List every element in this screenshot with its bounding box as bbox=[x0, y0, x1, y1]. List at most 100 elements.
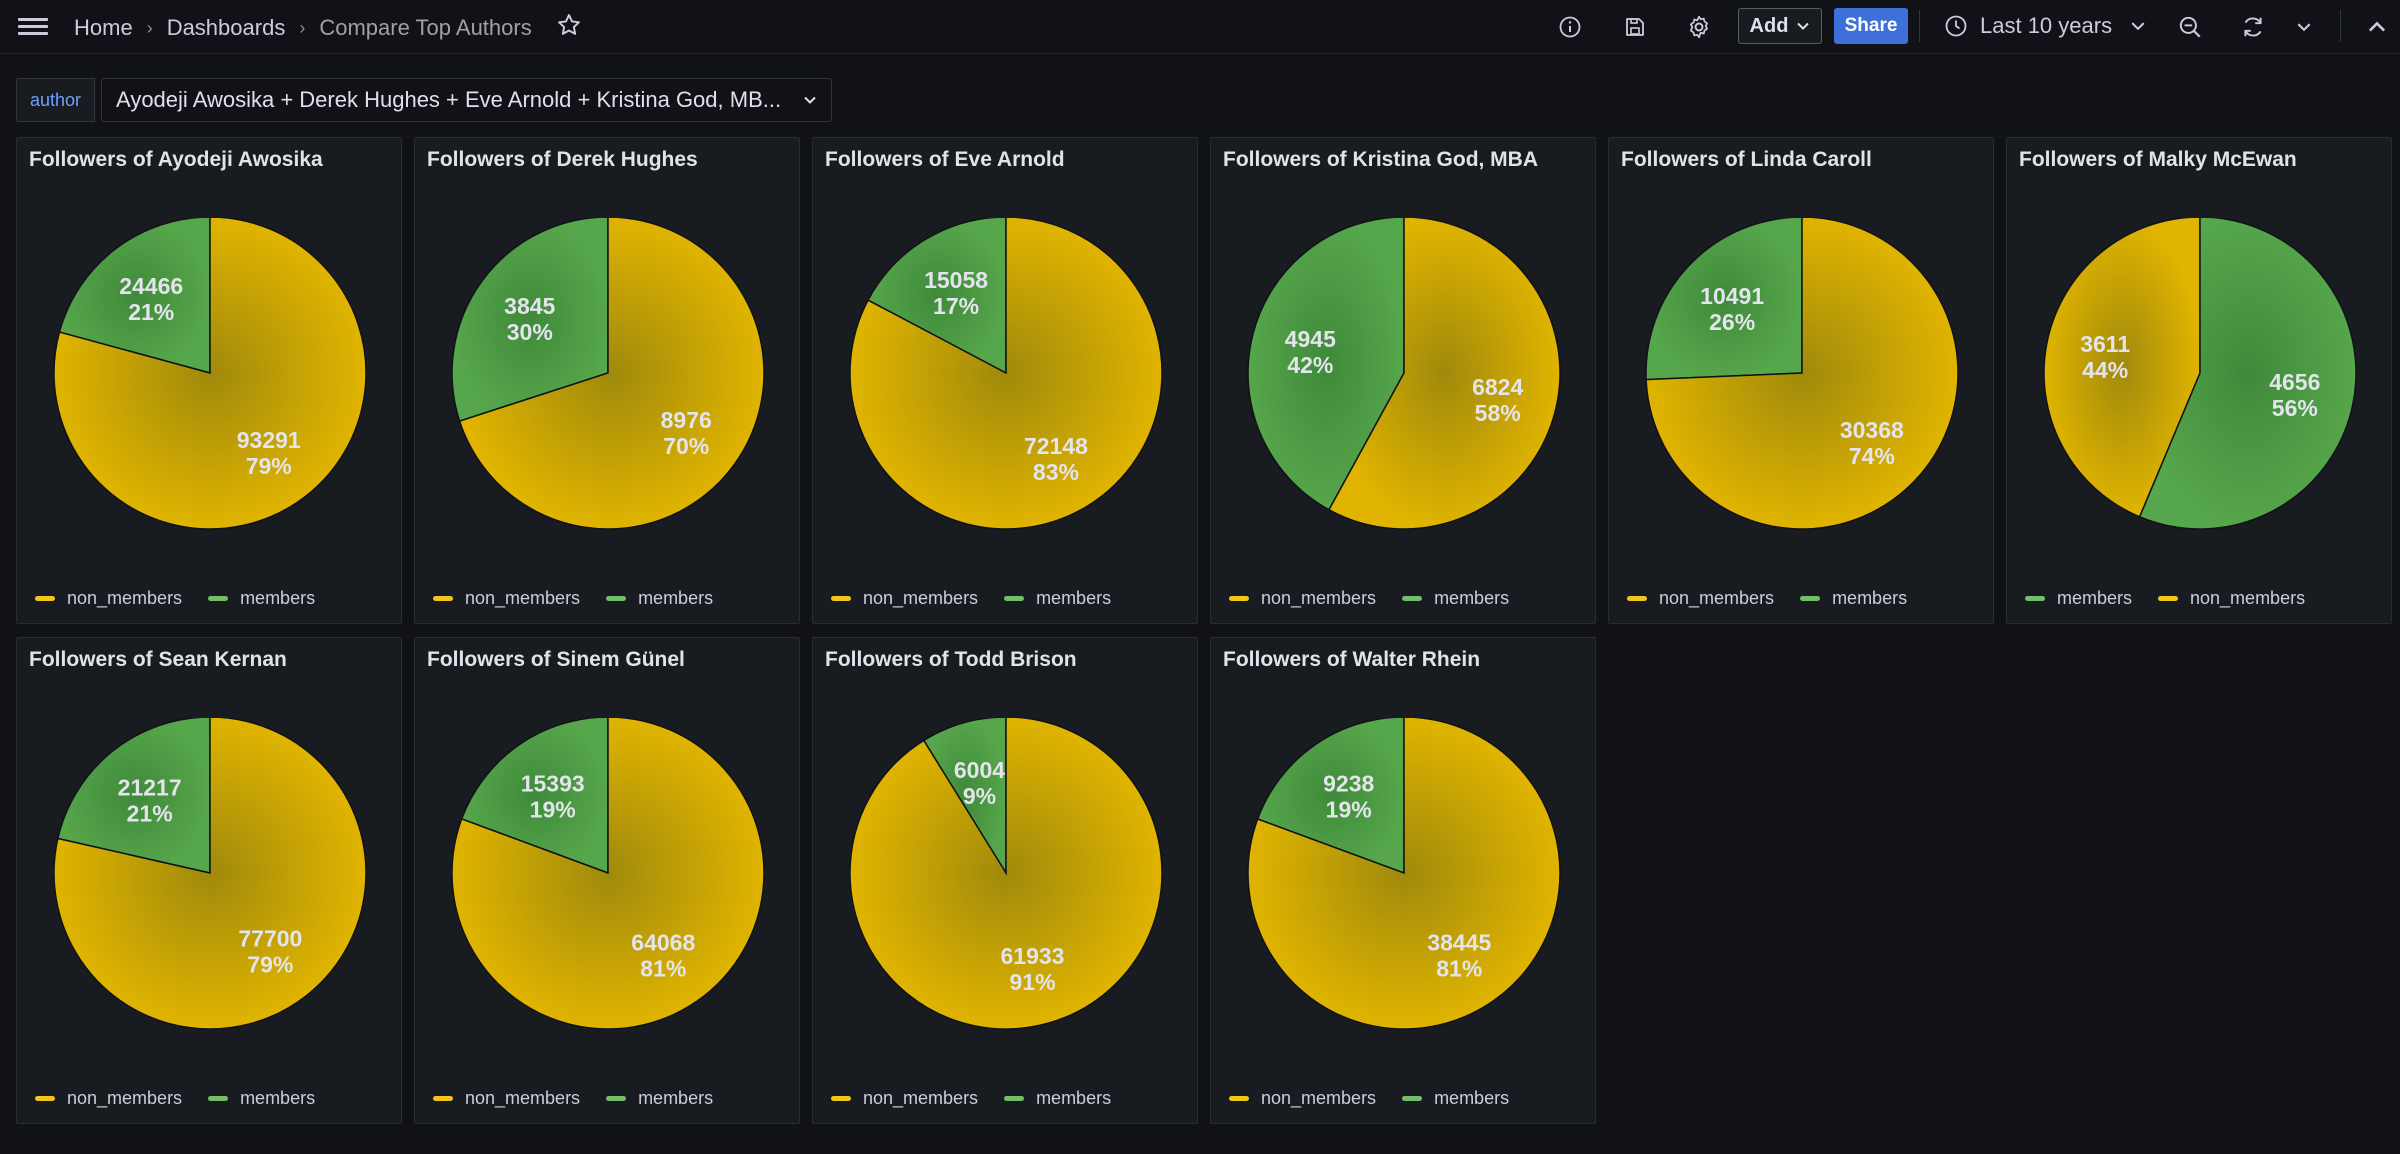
pie-panel[interactable]: Followers of Todd Brison 6004 9% 61933 91% no… bbox=[812, 637, 1198, 1124]
pie-slice-members[interactable] bbox=[460, 718, 609, 875]
panel-title: Followers of Todd Brison bbox=[825, 648, 1077, 671]
zoom-out-icon[interactable] bbox=[2175, 12, 2205, 42]
share-button[interactable]: Share bbox=[1834, 8, 1908, 44]
legend-item-members[interactable]: members bbox=[208, 1088, 315, 1109]
legend-label: non_members bbox=[1261, 588, 1377, 608]
legend-label: non_members bbox=[465, 588, 581, 608]
legend-item-non_members[interactable]: non_members bbox=[433, 1088, 580, 1109]
pie-slice-non_members[interactable] bbox=[53, 718, 367, 1030]
pie-slice-members[interactable] bbox=[922, 718, 1007, 876]
breadcrumb-home[interactable]: Home bbox=[74, 15, 133, 40]
panel-title: Followers of Derek Hughes bbox=[427, 148, 698, 171]
slice-percent-label: 21% bbox=[128, 299, 174, 325]
pie-panel[interactable]: Followers of Eve Arnold 15058 17% 72148 83% n… bbox=[812, 137, 1198, 624]
pie-slice-members[interactable] bbox=[451, 218, 609, 423]
chevron-down-icon bbox=[1797, 22, 1810, 30]
save-icon[interactable] bbox=[1620, 12, 1650, 42]
author-variable-select[interactable]: Ayodeji Awosika + Derek Hughes + Eve Arn… bbox=[101, 78, 833, 122]
add-button-label: Add bbox=[1749, 14, 1789, 37]
legend-item-non_members[interactable]: non_members bbox=[1229, 588, 1376, 609]
legend-item-members[interactable]: members bbox=[1004, 588, 1111, 609]
panel-title: Followers of Malky McEwan bbox=[2019, 148, 2297, 171]
slice-percent-label: 19% bbox=[1326, 797, 1372, 823]
pie-slice-members[interactable] bbox=[1247, 218, 1405, 511]
legend-item-members[interactable]: members bbox=[1800, 588, 1907, 609]
refresh-icon[interactable] bbox=[2238, 12, 2268, 42]
pie-slice-non_members[interactable] bbox=[849, 718, 1163, 1030]
pie-slice-members[interactable] bbox=[1256, 718, 1405, 875]
refresh-interval-chevron-icon[interactable] bbox=[2289, 12, 2319, 42]
legend-item-members[interactable]: members bbox=[1004, 1088, 1111, 1109]
chevron-up-icon[interactable] bbox=[2362, 12, 2392, 42]
legend-item-non_members[interactable]: non_members bbox=[1627, 588, 1774, 609]
slice-value-label: 72148 bbox=[1024, 433, 1088, 459]
pie-slice-non_members[interactable] bbox=[2043, 218, 2201, 518]
legend-swatch bbox=[1402, 596, 1423, 601]
divider bbox=[2340, 10, 2341, 42]
pie-panel[interactable]: Followers of Derek Hughes 3845 30% 8976 70% n… bbox=[414, 137, 800, 624]
legend-swatch bbox=[1229, 596, 1249, 601]
legend-item-non_members[interactable]: non_members bbox=[35, 588, 182, 609]
pie-slice-non_members[interactable] bbox=[458, 218, 765, 530]
legend-swatch bbox=[1627, 596, 1647, 601]
top-navbar: Home › Dashboards › Compare Top Authors … bbox=[0, 0, 2400, 54]
slice-value-label: 64068 bbox=[631, 929, 695, 955]
pie-slice-members[interactable] bbox=[56, 718, 211, 874]
pie-slice-non_members[interactable] bbox=[1327, 218, 1561, 530]
pie-panel[interactable]: Followers of Sean Kernan 21217 21% 77700 79%… bbox=[16, 637, 402, 1124]
slice-value-label: 61933 bbox=[1001, 943, 1065, 969]
pie-panel[interactable]: Followers of Malky McEwan 3611 44% 4656 56% m… bbox=[2006, 137, 2392, 624]
pie-panel[interactable]: Followers of Sinem Günel 15393 19% 64068 81%… bbox=[414, 637, 800, 1124]
slice-value-label: 77700 bbox=[238, 926, 302, 952]
legend-swatch bbox=[433, 596, 453, 601]
legend-swatch bbox=[35, 1096, 55, 1101]
slice-value-label: 30368 bbox=[1840, 417, 1904, 443]
breadcrumb-dashboards[interactable]: Dashboards bbox=[166, 15, 286, 40]
legend-item-members[interactable]: members bbox=[1402, 588, 1509, 609]
legend-item-non_members[interactable]: non_members bbox=[433, 588, 580, 609]
panel-title: Followers of Walter Rhein bbox=[1223, 648, 1481, 671]
time-range-picker[interactable]: Last 10 years bbox=[1944, 8, 2146, 44]
slice-value-label: 6824 bbox=[1472, 374, 1523, 400]
legend-label: non_members bbox=[1261, 1088, 1377, 1108]
legend-item-non_members[interactable]: non_members bbox=[2158, 588, 2305, 609]
legend-item-members[interactable]: members bbox=[606, 1088, 713, 1109]
legend-item-members[interactable]: members bbox=[606, 588, 713, 609]
info-icon[interactable] bbox=[1555, 12, 1585, 42]
pie-slice-non_members[interactable] bbox=[451, 718, 765, 1030]
pie-panel[interactable]: Followers of Linda Caroll 10491 26% 30368 74… bbox=[1608, 137, 1994, 624]
panel-title: Followers of Linda Caroll bbox=[1621, 148, 1872, 171]
variable-label-author: author bbox=[16, 78, 96, 122]
legend-item-non_members[interactable]: non_members bbox=[831, 588, 978, 609]
pie-slice-non_members[interactable] bbox=[849, 218, 1163, 530]
pie-panel[interactable]: Followers of Walter Rhein 9238 19% 38445 81%… bbox=[1210, 637, 1596, 1124]
breadcrumb: Home › Dashboards › Compare Top Authors bbox=[74, 12, 582, 44]
legend-swatch bbox=[433, 1096, 453, 1101]
slice-percent-label: 21% bbox=[127, 800, 173, 826]
slice-percent-label: 19% bbox=[530, 797, 576, 823]
slice-percent-label: 26% bbox=[1709, 309, 1755, 335]
legend-item-members[interactable]: members bbox=[2025, 588, 2132, 609]
gear-icon[interactable] bbox=[1684, 12, 1714, 42]
pie-panel[interactable]: Followers of Ayodeji Awosika 24466 21% 9329… bbox=[16, 137, 402, 624]
star-icon[interactable] bbox=[556, 12, 582, 44]
legend-label: members bbox=[1036, 1088, 1112, 1108]
legend-item-members[interactable]: members bbox=[1402, 1088, 1509, 1109]
legend-item-members[interactable]: members bbox=[208, 588, 315, 609]
slice-value-label: 6004 bbox=[954, 757, 1005, 783]
slice-percent-label: 74% bbox=[1849, 443, 1895, 469]
pie-slice-non_members[interactable] bbox=[1247, 718, 1561, 1030]
pie-slice-members[interactable] bbox=[1645, 218, 1803, 381]
pie-slice-non_members[interactable] bbox=[1645, 218, 1959, 530]
pie-slice-members[interactable] bbox=[58, 218, 211, 374]
legend-item-non_members[interactable]: non_members bbox=[35, 1088, 182, 1109]
pie-panel[interactable]: Followers of Kristina God, MBA 4945 42% 682… bbox=[1210, 137, 1596, 624]
menu-icon[interactable] bbox=[18, 14, 48, 40]
pie-slice-members[interactable] bbox=[2138, 218, 2357, 530]
pie-slice-non_members[interactable] bbox=[53, 218, 367, 530]
legend-item-non_members[interactable]: non_members bbox=[1229, 1088, 1376, 1109]
add-button[interactable]: Add bbox=[1738, 8, 1822, 44]
legend-item-non_members[interactable]: non_members bbox=[831, 1088, 978, 1109]
pie-slice-members[interactable] bbox=[867, 218, 1007, 375]
